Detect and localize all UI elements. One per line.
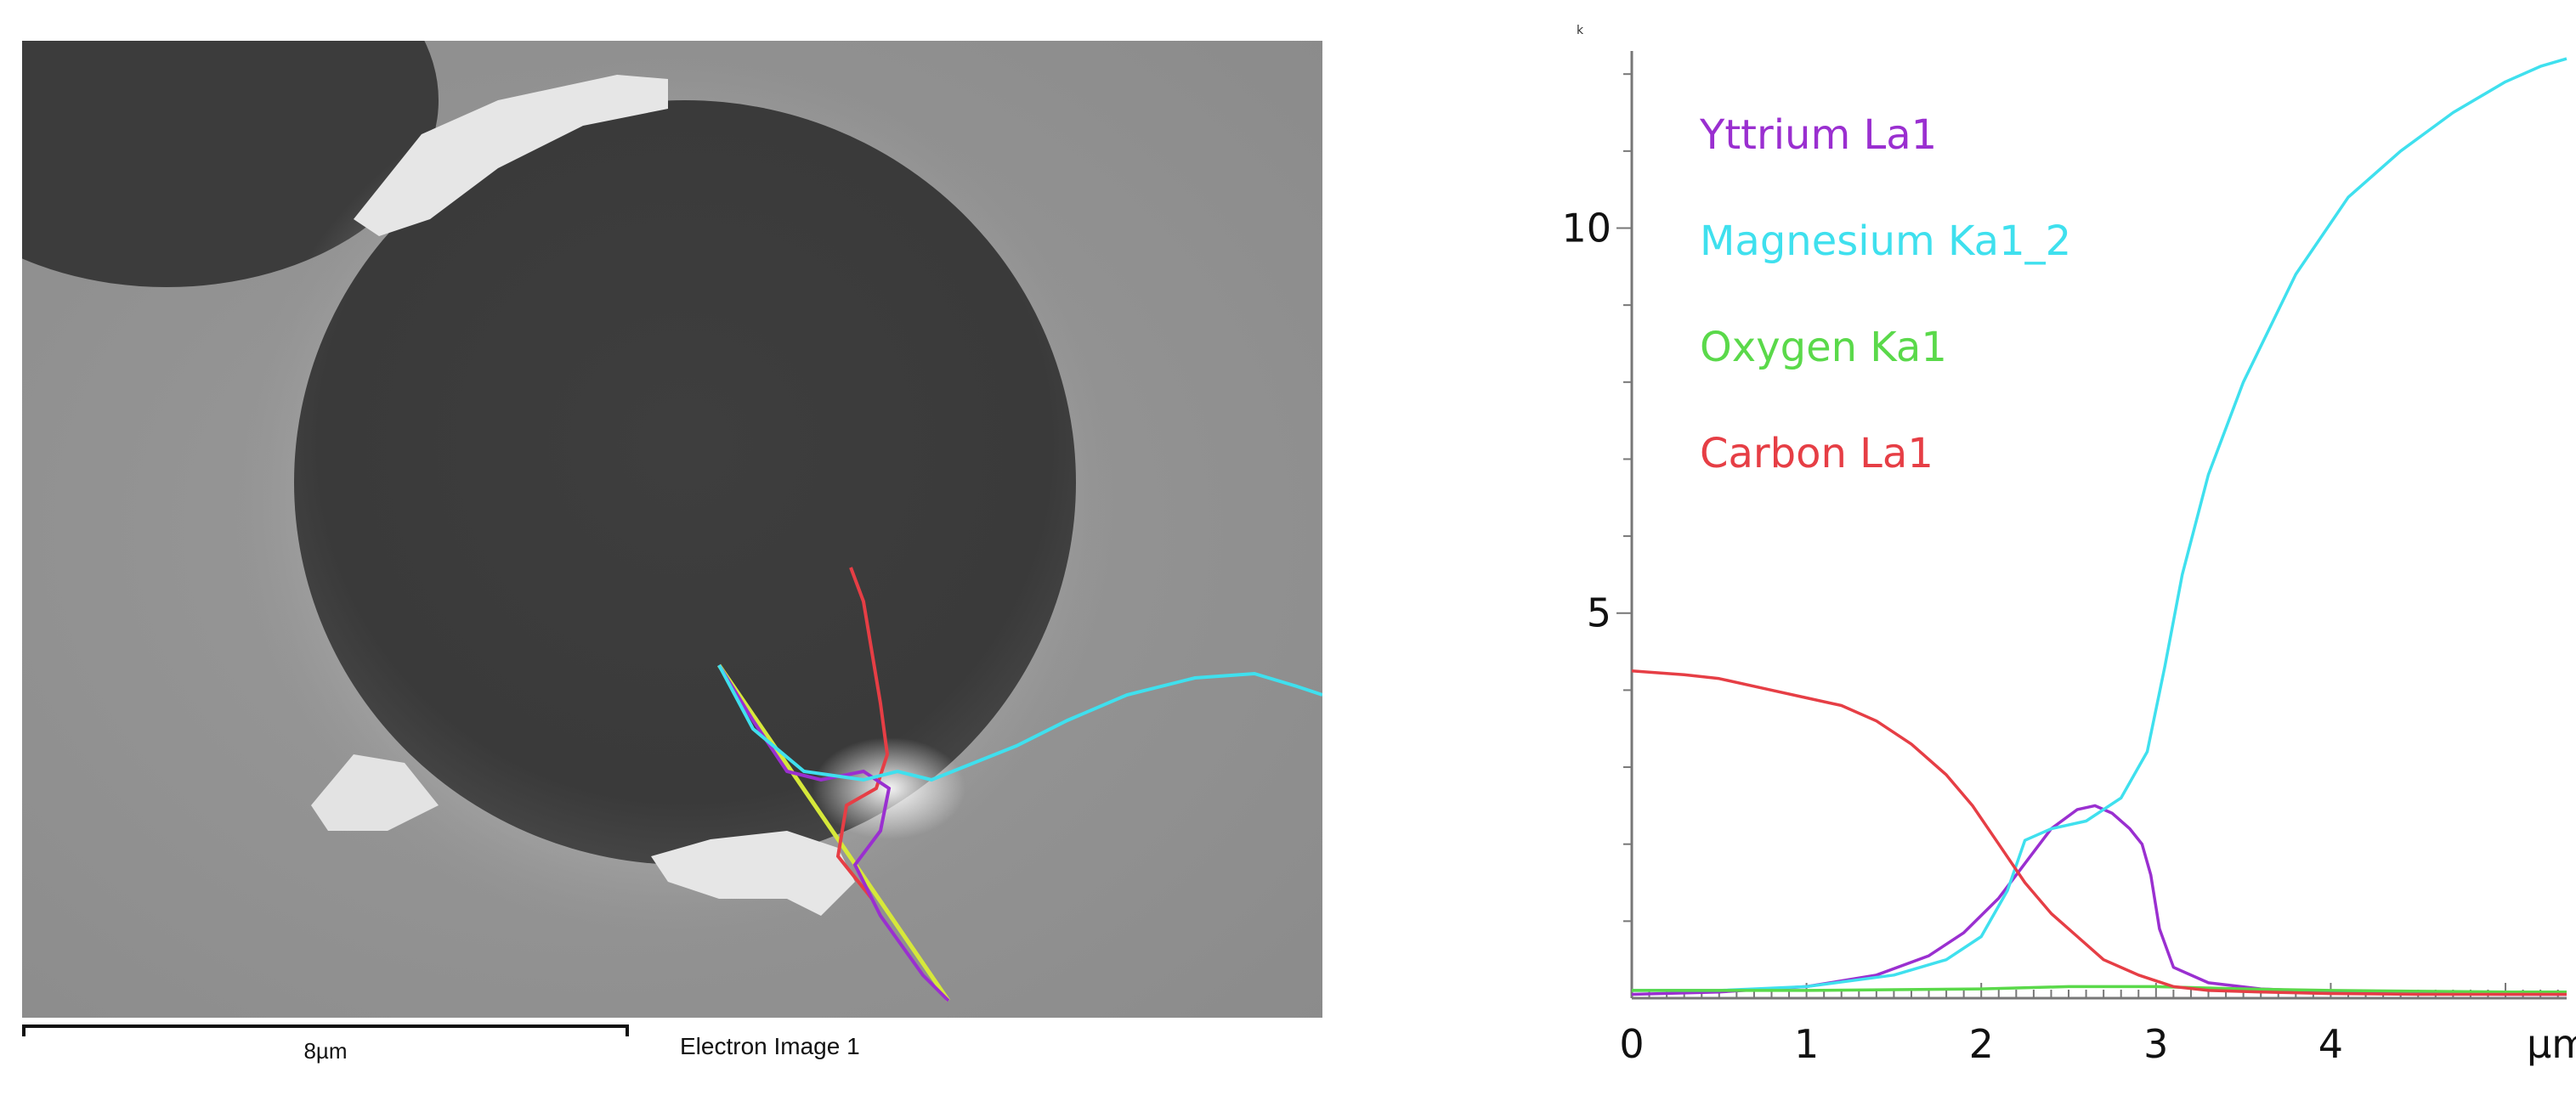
legend-entry-oxygen-ka1: Oxygen Ka1 [1700, 324, 1947, 371]
series-line-oxygen-ka1 [1632, 985, 2567, 994]
y-tick-label: 5 [1587, 590, 1611, 636]
corner-mark: k [1577, 24, 1584, 37]
x-tick-label: 2 [1969, 1021, 1994, 1067]
scale-bar [22, 1025, 629, 1036]
legend-entry-yttrium-la1: Yttrium La1 [1699, 111, 1937, 159]
electron-image [22, 41, 1322, 1018]
series-line-yttrium-la1 [1631, 804, 2567, 996]
y-tick-label: 10 [1561, 205, 1611, 251]
image-caption: Electron Image 1 [680, 1033, 860, 1059]
series-line-magnesium-ka1-2 [1632, 57, 2568, 992]
scan-trace-magnesium [717, 664, 1322, 782]
bright-precipitate-top [354, 75, 668, 236]
x-tick-label: 4 [2318, 1021, 2343, 1067]
line-scan-chart: k 5 10 0 1 2 3 4 µm Yttrium La1 Magnesium Ka1_2 Oxy… [1496, 0, 2576, 1112]
scan-trace-yttrium [717, 663, 950, 1002]
bright-precipitate-bottom [651, 831, 855, 916]
x-axis-unit-label: µm [2527, 1021, 2576, 1067]
series-line-carbon-la1 [1631, 669, 2567, 996]
x-tick-label: 1 [1794, 1021, 1819, 1067]
main-particle [294, 100, 1076, 865]
legend-entry-carbon-la1: Carbon La1 [1700, 430, 1933, 477]
scale-bar-label: 8µm [303, 1038, 348, 1064]
x-tick-label: 3 [2143, 1021, 2168, 1067]
scan-line-yellow [716, 663, 951, 1002]
x-tick-label: 0 [1619, 1021, 1644, 1067]
legend-entry-magnesium-ka1-2: Magnesium Ka1_2 [1700, 217, 2071, 265]
scan-trace-carbon [835, 567, 890, 900]
bright-precipitate-left [311, 754, 439, 831]
